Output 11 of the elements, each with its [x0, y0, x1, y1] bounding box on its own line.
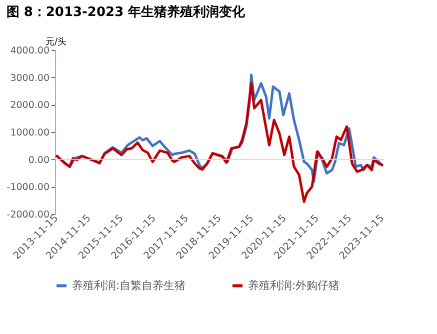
- y-tick-label: -1000.00: [6, 182, 50, 194]
- y-tick-label: 0.00: [28, 154, 50, 166]
- chart-title: 图 8：2013-2023 年生猪养殖利润变化: [6, 4, 246, 20]
- legend-label: 养殖利润:自繁自养生猪: [72, 278, 186, 292]
- y-tick-label: 3000.00: [10, 72, 50, 84]
- y-tick-label: 1000.00: [10, 128, 50, 138]
- y-axis-title: 元/头: [46, 36, 67, 48]
- y-tick-label: 2000.00: [10, 100, 50, 112]
- y-tick-label: 4000.00: [10, 46, 50, 56]
- legend-label: 养殖利润:外购仔猪: [248, 278, 340, 292]
- line-series: [56, 82, 384, 203]
